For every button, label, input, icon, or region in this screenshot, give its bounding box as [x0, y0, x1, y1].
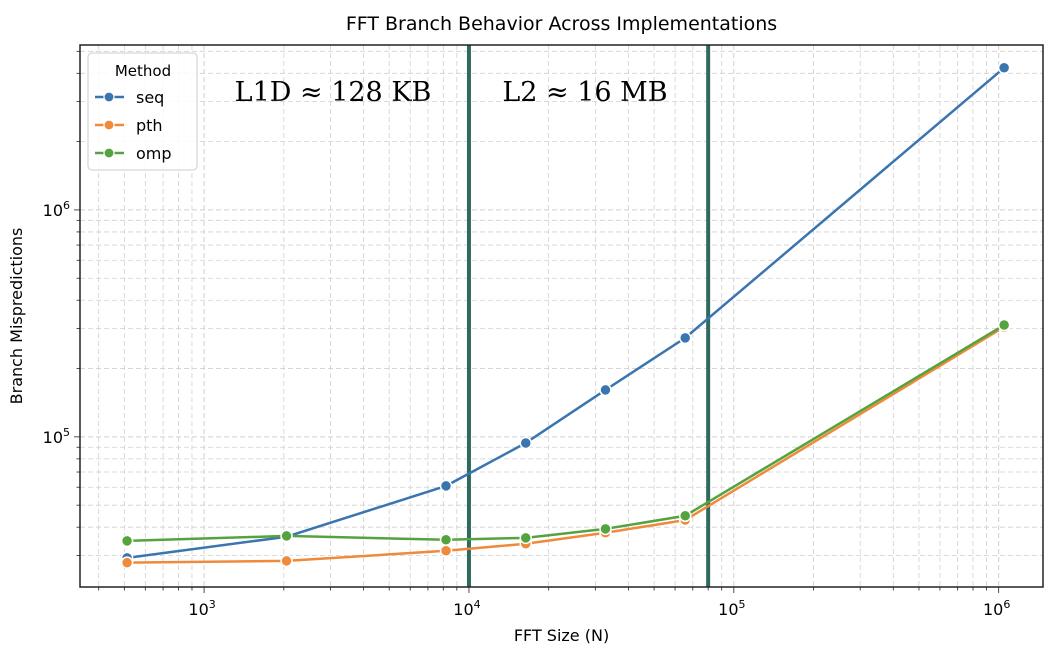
cache-annotation: L2 ≈ 16 MB	[502, 77, 667, 108]
x-tick-exp: 4	[474, 598, 481, 611]
legend-marker-icon	[103, 91, 115, 103]
data-point-omp	[599, 522, 612, 536]
y-tick-exp: 5	[63, 426, 70, 439]
chart-title: FFT Branch Behavior Across Implementatio…	[346, 13, 777, 35]
x-axis-label: FFT Size (N)	[514, 626, 609, 645]
data-point-seq	[519, 436, 532, 450]
y-tick-exp: 6	[63, 199, 70, 212]
data-point-omp	[120, 534, 134, 548]
data-point-omp	[997, 318, 1011, 332]
y-tick-label: 106	[43, 199, 70, 220]
y-tick-base: 10	[43, 201, 63, 220]
x-tick-base: 10	[453, 600, 473, 619]
data-point-seq	[997, 61, 1011, 75]
data-point-seq	[599, 383, 612, 397]
legend-label-seq: seq	[136, 88, 164, 107]
legend-label-pth: pth	[136, 116, 163, 135]
cache-annotation: L1D ≈ 128 KB	[235, 77, 432, 108]
x-tick-exp: 6	[1003, 598, 1010, 611]
data-point-omp	[439, 533, 453, 547]
x-tick-label: 103	[188, 598, 215, 619]
x-tick-base: 10	[718, 600, 738, 619]
legend-box	[87, 52, 198, 171]
data-point-omp	[519, 531, 532, 545]
y-axis-label: Branch Mispredictions	[7, 228, 26, 405]
plot-frame	[79, 44, 1044, 588]
legend-marker-icon	[103, 119, 115, 131]
y-tick-label: 105	[43, 426, 70, 447]
data-point-omp	[678, 509, 692, 523]
legend-marker-icon	[103, 147, 115, 159]
legend-label-omp: omp	[136, 144, 172, 163]
x-tick-label: 106	[983, 598, 1010, 619]
data-point-omp	[280, 529, 293, 543]
x-tick-exp: 3	[209, 598, 216, 611]
data-point-seq	[678, 331, 692, 345]
legend-title: Method	[115, 62, 171, 80]
data-point-pth	[120, 556, 134, 569]
legend: Method seq pth omp	[87, 52, 198, 171]
data-point-pth	[280, 554, 293, 568]
y-tick-base: 10	[43, 428, 63, 447]
x-tick-base: 10	[188, 600, 208, 619]
data-point-seq	[439, 479, 453, 493]
series-line-omp	[127, 323, 1005, 543]
x-tick-label: 104	[453, 598, 480, 619]
data-point-pth	[439, 544, 453, 557]
x-tick-exp: 5	[739, 598, 746, 611]
x-tick-base: 10	[983, 600, 1003, 619]
x-tick-label: 105	[718, 598, 745, 619]
